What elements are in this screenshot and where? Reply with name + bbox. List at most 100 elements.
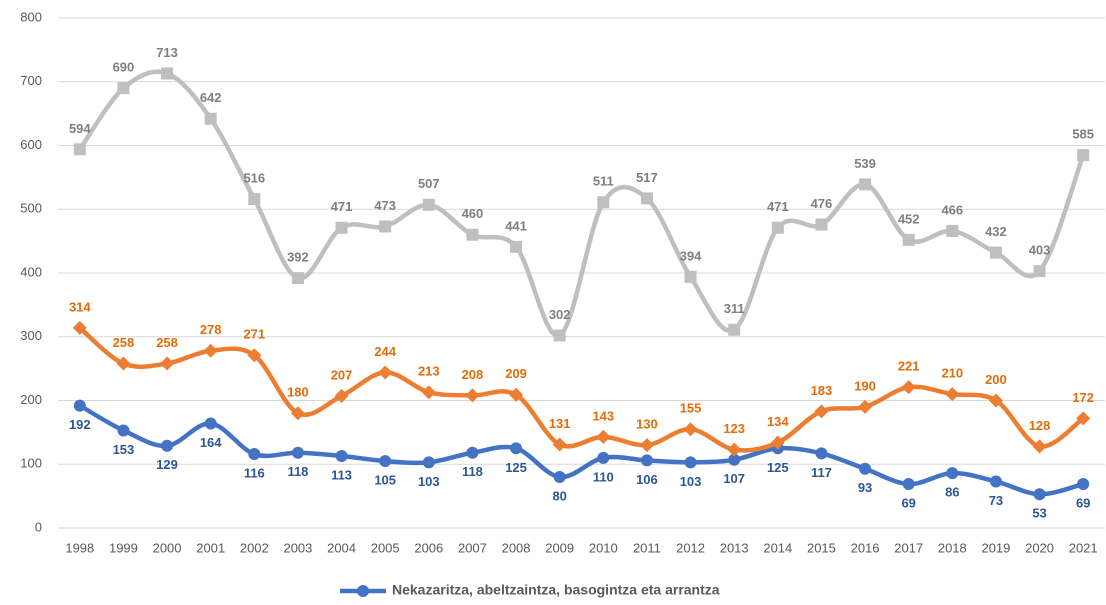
data-label: 213 (418, 364, 440, 379)
data-label: 113 (331, 467, 352, 482)
marker (1033, 488, 1046, 501)
data-label: 128 (1029, 418, 1051, 433)
data-label: 302 (549, 307, 571, 322)
marker (510, 240, 523, 253)
marker (72, 320, 87, 335)
marker (902, 233, 915, 246)
data-label: 221 (898, 359, 920, 374)
marker (117, 424, 130, 437)
marker (596, 429, 611, 444)
marker (727, 442, 742, 457)
marker (334, 389, 349, 404)
marker (291, 446, 304, 459)
data-label: 594 (69, 121, 91, 136)
data-label: 190 (854, 378, 876, 393)
marker (73, 143, 86, 156)
data-label: 713 (156, 45, 178, 60)
data-label: 207 (331, 367, 353, 382)
x-tick-label: 2006 (414, 540, 443, 555)
marker (203, 343, 218, 358)
data-label: 103 (680, 474, 702, 489)
x-tick-label: 2004 (327, 540, 356, 555)
x-tick-label: 1998 (65, 540, 94, 555)
x-tick-label: 2021 (1069, 540, 1098, 555)
data-label: 106 (636, 472, 658, 487)
marker (422, 198, 435, 211)
marker (290, 406, 305, 421)
data-label: 452 (898, 211, 920, 226)
data-label: 539 (854, 156, 876, 171)
y-tick-label: 700 (20, 73, 42, 88)
data-label: 130 (636, 417, 658, 432)
x-tick-label: 2000 (153, 540, 182, 555)
marker (684, 456, 697, 469)
data-label: 258 (113, 335, 135, 350)
x-tick-label: 2016 (851, 540, 880, 555)
x-tick-label: 1999 (109, 540, 138, 555)
marker (770, 435, 785, 450)
marker (161, 67, 174, 80)
marker (989, 246, 1002, 259)
data-label: 118 (462, 464, 483, 479)
marker (901, 380, 916, 395)
data-label: 200 (985, 372, 1007, 387)
data-label: 117 (811, 465, 832, 480)
data-label: 134 (767, 414, 789, 429)
marker (989, 475, 1002, 488)
data-label: 118 (287, 464, 308, 479)
y-tick-label: 100 (20, 456, 42, 471)
x-tick-label: 2015 (807, 540, 836, 555)
x-tick-label: 2013 (720, 540, 749, 555)
marker (945, 387, 960, 402)
data-label: 441 (505, 218, 527, 233)
data-label: 129 (156, 457, 178, 472)
marker (1076, 411, 1091, 426)
marker (1032, 439, 1047, 454)
data-label: 73 (989, 493, 1003, 508)
data-label: 690 (113, 60, 135, 75)
data-label: 69 (901, 495, 915, 510)
data-label: 183 (811, 383, 833, 398)
marker (248, 193, 261, 206)
data-label: 471 (331, 199, 353, 214)
marker (1077, 149, 1090, 162)
data-label: 311 (724, 301, 745, 316)
marker (509, 387, 524, 402)
marker (728, 323, 741, 336)
data-label: 93 (858, 480, 872, 495)
series-line (77, 69, 1086, 338)
marker (859, 178, 872, 191)
x-tick-label: 2011 (633, 540, 661, 555)
data-label: 314 (69, 299, 91, 314)
data-label: 125 (767, 460, 789, 475)
data-label: 153 (113, 442, 135, 457)
marker (1077, 478, 1090, 491)
data-label: 244 (374, 344, 396, 359)
data-label: 394 (680, 248, 702, 263)
marker (466, 446, 479, 459)
marker (378, 365, 393, 380)
marker (683, 422, 698, 437)
data-label: 392 (287, 250, 309, 265)
marker (204, 417, 217, 430)
x-tick-label: 2002 (240, 540, 269, 555)
data-label: 278 (200, 322, 222, 337)
marker (117, 82, 130, 95)
data-label: 209 (505, 366, 527, 381)
y-tick-label: 200 (20, 392, 42, 407)
marker (247, 348, 262, 363)
data-label: 271 (243, 327, 265, 342)
data-label: 585 (1072, 127, 1094, 142)
data-label: 107 (723, 471, 745, 486)
data-label: 432 (985, 224, 1007, 239)
series (77, 69, 1086, 338)
marker (421, 385, 436, 400)
marker (684, 270, 697, 283)
marker (814, 404, 829, 419)
data-label: 105 (374, 473, 396, 488)
marker (335, 449, 348, 462)
data-label: 125 (505, 460, 527, 475)
x-tick-label: 2019 (981, 540, 1010, 555)
data-label: 131 (549, 416, 571, 431)
data-label: 258 (156, 335, 178, 350)
